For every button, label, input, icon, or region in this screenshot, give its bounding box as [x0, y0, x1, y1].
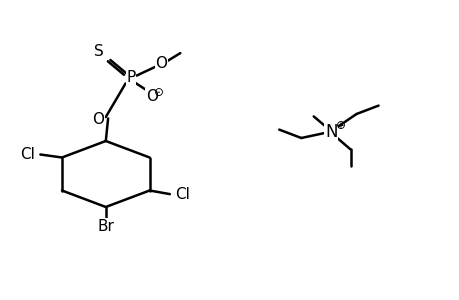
Text: Cl: Cl	[175, 187, 190, 202]
Text: S: S	[94, 44, 104, 59]
Text: N: N	[324, 123, 337, 141]
Text: Br: Br	[97, 219, 114, 234]
Text: ⊙: ⊙	[154, 86, 164, 99]
Text: O: O	[146, 89, 157, 104]
Text: Cl: Cl	[20, 147, 35, 162]
Text: O: O	[155, 56, 167, 71]
Text: O: O	[92, 112, 104, 128]
Text: ⊕: ⊕	[335, 119, 345, 132]
Text: P: P	[126, 70, 135, 86]
